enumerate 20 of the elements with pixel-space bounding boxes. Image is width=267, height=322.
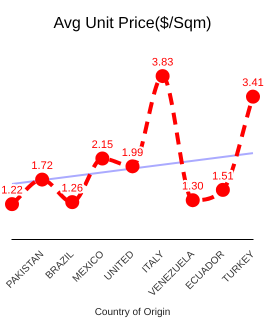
point (35, 172, 50, 187)
data-label: 1.99 (122, 146, 144, 159)
data-label: 1.72 (31, 160, 53, 172)
point (186, 193, 200, 208)
data-label: 1.22 (1, 184, 23, 197)
point (65, 195, 80, 210)
data-label: 1.26 (62, 182, 83, 195)
x-axis-title: Country of Origin (94, 306, 170, 318)
point (156, 69, 170, 84)
chart-title: Avg Unit Price($/Sqm) (54, 15, 212, 32)
point (95, 152, 110, 166)
data-label: 3.41 (242, 77, 264, 90)
data-label: 3.83 (152, 56, 174, 69)
point (5, 197, 19, 212)
data-label: 2.15 (92, 139, 114, 152)
point (126, 159, 140, 174)
point (246, 90, 260, 104)
data-label: 1.30 (182, 180, 204, 193)
data-label: 1.51 (212, 170, 234, 182)
point (216, 182, 230, 197)
